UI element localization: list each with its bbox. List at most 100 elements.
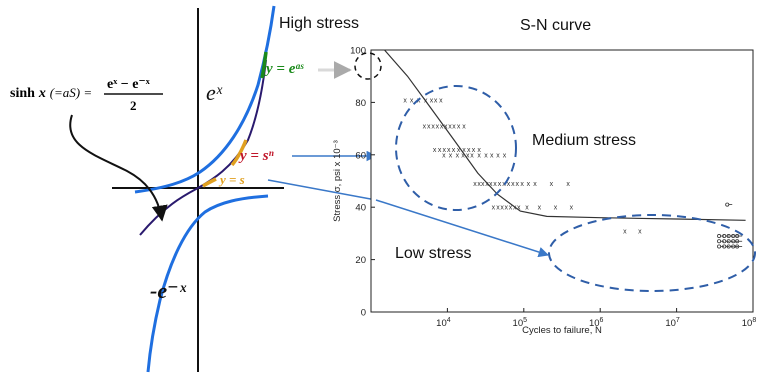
failure-point: x	[511, 181, 515, 188]
failure-point: x	[443, 147, 447, 154]
runout-point	[722, 239, 730, 244]
runout-point	[735, 239, 743, 244]
failure-point: x	[457, 123, 461, 130]
runout-point	[722, 234, 730, 239]
x-tick-label: 104	[436, 317, 451, 329]
neg-ex-curve	[146, 194, 269, 373]
failure-point: x	[509, 205, 513, 212]
failure-point: x	[410, 97, 414, 104]
failure-point: x	[503, 152, 507, 159]
failure-point: x	[493, 181, 497, 188]
failure-point: x	[505, 205, 509, 212]
failure-point: x	[442, 152, 446, 159]
failure-point: x	[489, 181, 493, 188]
formula-arrow	[69, 114, 168, 222]
failure-point: x	[638, 228, 642, 235]
failure-point: x	[566, 181, 570, 188]
failure-point: x	[427, 123, 431, 130]
runout-point	[722, 244, 730, 249]
x-axis-ticks: 104 105 106 107 108	[436, 308, 756, 329]
failure-point: x	[470, 152, 474, 159]
formula-denominator: 2	[130, 98, 137, 113]
failure-point: x	[498, 181, 502, 188]
x-tick-label: 106	[589, 317, 604, 329]
formula-lhs: sinh x (=aS) =	[10, 84, 92, 101]
failure-point: x	[433, 147, 437, 154]
failure-point: x	[477, 147, 481, 154]
failure-point: x	[452, 147, 456, 154]
failure-point: x	[452, 123, 456, 130]
y-axis-label: Stress σ, psi x 10⁻³	[332, 140, 343, 222]
failure-point: x	[507, 181, 511, 188]
y-tick-label: 0	[361, 308, 366, 319]
medium-stress-label: Medium stress	[532, 132, 636, 149]
formula-numerator: eˣ − e⁻ˣ	[107, 77, 151, 92]
failure-point: x	[484, 152, 488, 159]
failure-point: x	[485, 181, 489, 188]
s-segment	[202, 177, 217, 188]
sn-label: y = sⁿ	[238, 148, 275, 164]
failure-point: x	[520, 181, 524, 188]
data-points: x x x x x x xx x x x x x x x x xx x x x x x x x x xx x x x x x x x x x xx x…	[403, 97, 743, 249]
failure-point: x	[550, 181, 554, 188]
failure-point: x	[462, 123, 466, 130]
failure-point: x	[423, 123, 427, 130]
neg-ex-label: -e⁻ˣ	[150, 278, 187, 303]
sn-segment	[230, 139, 248, 167]
failure-point: x	[496, 205, 500, 212]
chart-frame	[370, 49, 754, 313]
failure-point: x	[462, 147, 466, 154]
failure-point: x	[456, 152, 460, 159]
sn-curve-title: S-N curve	[520, 17, 591, 34]
sinh-panel: sinh x (=aS) = eˣ − e⁻ˣ 2 eˣ -e⁻ˣ y = eᵃ…	[10, 5, 378, 373]
failure-point: x	[623, 228, 627, 235]
eas-label: y = eᵃˢ	[264, 61, 304, 77]
x-tick-label: 107	[665, 317, 680, 329]
failure-point: x	[538, 205, 542, 212]
failure-point: x	[444, 123, 448, 130]
failure-point: x	[436, 123, 440, 130]
x-tick-label: 108	[742, 317, 757, 329]
failure-point: x	[472, 147, 476, 154]
failure-point: x	[431, 123, 435, 130]
eas-segment	[260, 51, 268, 79]
failure-point: x	[527, 181, 531, 188]
failure-point: x	[417, 97, 421, 104]
failure-point: x	[481, 181, 485, 188]
failure-point: x	[525, 205, 529, 212]
x-tick-label: 105	[513, 317, 528, 329]
failure-point: x	[467, 147, 471, 154]
y-tick-label: 60	[355, 150, 366, 161]
failure-point: x	[438, 147, 442, 154]
ex-curve	[134, 5, 276, 194]
failure-point: x	[466, 152, 470, 159]
arrow-low-to-ellipse	[375, 199, 550, 258]
low-stress-label: Low stress	[395, 245, 471, 262]
failure-point: x	[517, 205, 521, 212]
failure-point: x	[533, 181, 537, 188]
y-axis-ticks: 0 20 40 60 80 100	[350, 46, 375, 319]
failure-point: x	[570, 205, 574, 212]
failure-point: x	[477, 152, 481, 159]
sinh-curve	[139, 59, 267, 236]
y-tick-label: 100	[350, 46, 366, 57]
failure-point: x	[513, 205, 517, 212]
runout-point	[725, 202, 733, 207]
failure-point: x	[496, 152, 500, 159]
failure-point: x	[554, 205, 558, 212]
runout-point	[735, 234, 743, 239]
failure-point: x	[434, 97, 438, 104]
failure-point: x	[447, 147, 451, 154]
failure-point: x	[492, 205, 496, 212]
failure-point: x	[440, 123, 444, 130]
failure-point: x	[457, 147, 461, 154]
y-tick-label: 80	[355, 98, 366, 109]
arrow-low-stress	[267, 179, 377, 201]
x-axis-label: Cycles to failure, N	[522, 325, 602, 336]
y-tick-label: 20	[355, 255, 366, 266]
high-stress-title: High stress	[279, 15, 359, 32]
failure-point: x	[430, 97, 434, 104]
medium-stress-ellipse	[395, 85, 517, 211]
